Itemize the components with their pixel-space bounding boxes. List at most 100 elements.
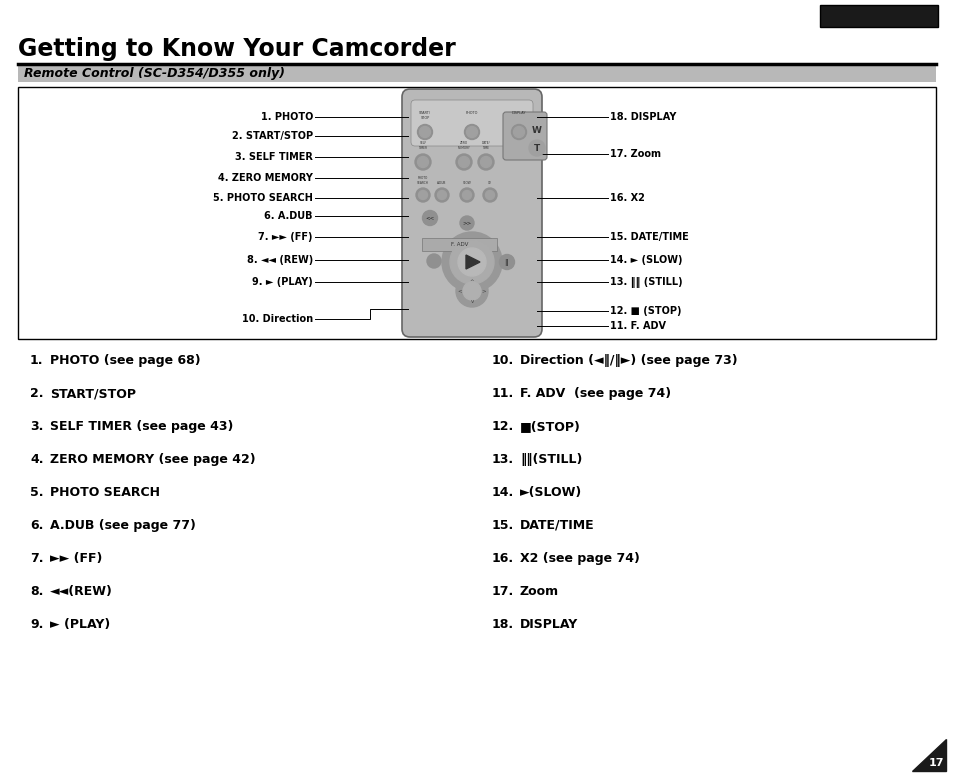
Text: 17. Zoom: 17. Zoom (609, 149, 660, 159)
Circle shape (419, 126, 430, 138)
Circle shape (415, 154, 431, 170)
Text: 2.: 2. (30, 387, 44, 400)
Text: Getting to Know Your Camcorder: Getting to Know Your Camcorder (18, 37, 456, 61)
Text: 12.: 12. (492, 420, 514, 433)
Text: ZERO
MEMORY: ZERO MEMORY (457, 142, 470, 150)
Bar (18, 87, 935, 339)
Text: Direction (◄‖/‖►) (see page 73): Direction (◄‖/‖►) (see page 73) (519, 354, 737, 367)
Text: 6.: 6. (30, 519, 43, 532)
Text: PHOTO (see page 68): PHOTO (see page 68) (50, 354, 200, 367)
Text: 2. START/STOP: 2. START/STOP (232, 131, 313, 141)
Circle shape (464, 125, 479, 139)
Text: X2 (see page 74): X2 (see page 74) (519, 552, 639, 565)
Circle shape (450, 240, 494, 284)
Text: 15.: 15. (492, 519, 514, 532)
Circle shape (458, 157, 469, 167)
Text: 18.: 18. (492, 618, 514, 631)
Text: 6. A.DUB: 6. A.DUB (264, 211, 313, 221)
Text: ENGLISH: ENGLISH (849, 9, 907, 23)
Text: 17: 17 (927, 758, 943, 768)
Text: 10.: 10. (492, 354, 514, 367)
Circle shape (466, 126, 477, 138)
Text: <: < (457, 288, 462, 294)
Circle shape (416, 188, 430, 202)
Text: ^: ^ (469, 279, 474, 284)
Text: START/
STOP: START/ STOP (418, 111, 431, 120)
Circle shape (417, 157, 428, 167)
Circle shape (417, 125, 432, 139)
Circle shape (459, 216, 474, 230)
Polygon shape (911, 739, 945, 771)
Text: 5.: 5. (30, 486, 44, 499)
Text: 18. DISPLAY: 18. DISPLAY (609, 112, 676, 122)
Circle shape (480, 157, 491, 167)
Text: ►(SLOW): ►(SLOW) (519, 486, 581, 499)
Circle shape (435, 188, 449, 202)
Text: START/STOP: START/STOP (50, 387, 136, 400)
Circle shape (462, 282, 480, 300)
Text: 3.: 3. (30, 420, 43, 433)
Text: 4. ZERO MEMORY: 4. ZERO MEMORY (218, 173, 313, 183)
Text: 9.: 9. (30, 618, 43, 631)
Circle shape (459, 254, 474, 268)
Text: DISPLAY: DISPLAY (519, 618, 578, 631)
Text: 7.: 7. (30, 552, 44, 565)
Text: 14.: 14. (492, 486, 514, 499)
Circle shape (499, 255, 514, 270)
Text: 5. PHOTO SEARCH: 5. PHOTO SEARCH (213, 193, 313, 203)
Text: 15. DATE/TIME: 15. DATE/TIME (609, 232, 688, 242)
Text: T: T (534, 143, 539, 153)
Text: 7. ►► (FF): 7. ►► (FF) (258, 232, 313, 242)
Text: 3. SELF TIMER: 3. SELF TIMER (234, 152, 313, 162)
Text: DATE/TIME: DATE/TIME (519, 519, 594, 532)
Text: ■(STOP): ■(STOP) (519, 420, 580, 433)
Circle shape (513, 126, 524, 138)
Circle shape (529, 140, 544, 156)
Text: 16. X2: 16. X2 (609, 193, 644, 203)
Circle shape (457, 248, 485, 276)
Text: 11. F. ADV: 11. F. ADV (609, 321, 665, 331)
Bar (820, 5, 937, 27)
Text: 11.: 11. (492, 387, 514, 400)
Text: F. ADV: F. ADV (451, 242, 468, 247)
Text: >>: >> (462, 220, 471, 225)
Text: Zoom: Zoom (519, 585, 558, 598)
Text: v: v (470, 298, 473, 304)
Text: 9. ► (PLAY): 9. ► (PLAY) (252, 277, 313, 287)
Text: 16.: 16. (492, 552, 514, 565)
Circle shape (477, 154, 494, 170)
Circle shape (485, 191, 494, 199)
Bar (421, 238, 497, 251)
FancyBboxPatch shape (401, 89, 541, 337)
Circle shape (482, 188, 497, 202)
Text: ►► (FF): ►► (FF) (50, 552, 102, 565)
Circle shape (441, 232, 501, 292)
Text: PHOTO SEARCH: PHOTO SEARCH (50, 486, 160, 499)
Text: 13.: 13. (492, 453, 514, 466)
Text: 4.: 4. (30, 453, 44, 466)
Text: F. ADV  (see page 74): F. ADV (see page 74) (519, 387, 670, 400)
Text: ZERO MEMORY (see page 42): ZERO MEMORY (see page 42) (50, 453, 255, 466)
Text: ► (PLAY): ► (PLAY) (50, 618, 111, 631)
Text: DATE/
TIME: DATE/ TIME (481, 142, 490, 150)
Circle shape (422, 210, 437, 225)
Circle shape (418, 191, 427, 199)
Text: 12. ■ (STOP): 12. ■ (STOP) (609, 306, 680, 316)
Text: 17.: 17. (492, 585, 514, 598)
Text: 1. PHOTO: 1. PHOTO (260, 112, 313, 122)
Circle shape (462, 191, 471, 199)
Text: W: W (532, 125, 541, 135)
Text: Remote Control (SC-D354/D355 only): Remote Control (SC-D354/D355 only) (24, 67, 285, 80)
Circle shape (511, 125, 526, 139)
Text: SLOW: SLOW (462, 181, 471, 185)
Text: >: > (481, 288, 486, 294)
Text: A.DUB: A.DUB (436, 181, 446, 185)
Text: DISPLAY: DISPLAY (511, 111, 526, 115)
Text: <<: << (425, 216, 435, 220)
Text: ||: || (504, 259, 509, 266)
Text: 13. ‖‖ (STILL): 13. ‖‖ (STILL) (609, 277, 682, 287)
Text: 8. ◄◄ (REW): 8. ◄◄ (REW) (247, 255, 313, 265)
FancyBboxPatch shape (411, 100, 533, 146)
Text: 14. ► (SLOW): 14. ► (SLOW) (609, 255, 681, 265)
Text: 8.: 8. (30, 585, 43, 598)
